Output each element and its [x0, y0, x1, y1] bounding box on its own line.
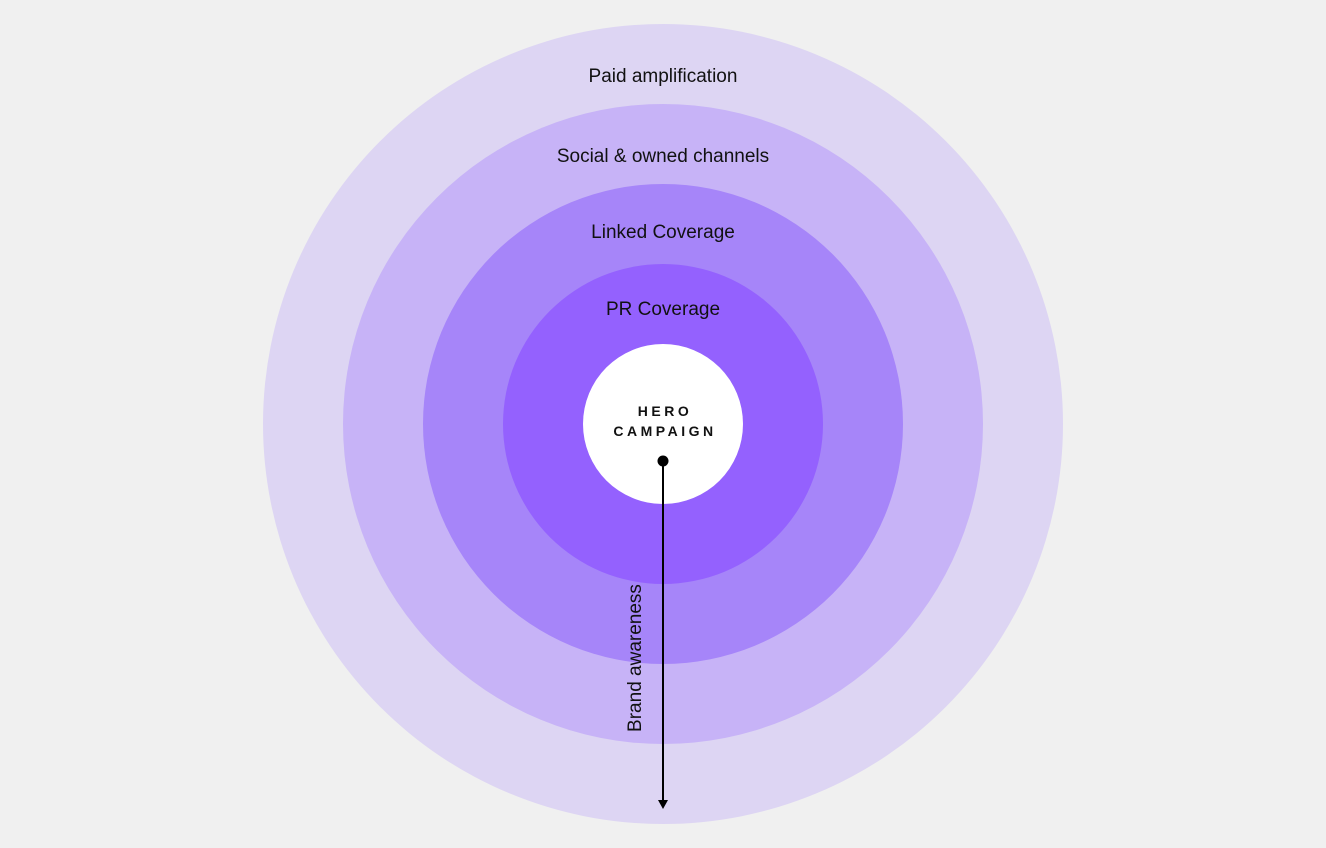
label-pr-coverage: PR Coverage [606, 299, 720, 320]
label-paid-amplification: Paid amplification [589, 66, 738, 87]
label-social-owned: Social & owned channels [557, 146, 769, 167]
center-label-line1: HERO [638, 403, 692, 419]
axis-label-brand-awareness: Brand awareness [625, 584, 646, 732]
center-label-line2: CAMPAIGN [613, 423, 716, 439]
center-hero-campaign [583, 344, 743, 504]
arrow-head-icon [658, 800, 668, 809]
label-linked-coverage: Linked Coverage [591, 222, 735, 243]
